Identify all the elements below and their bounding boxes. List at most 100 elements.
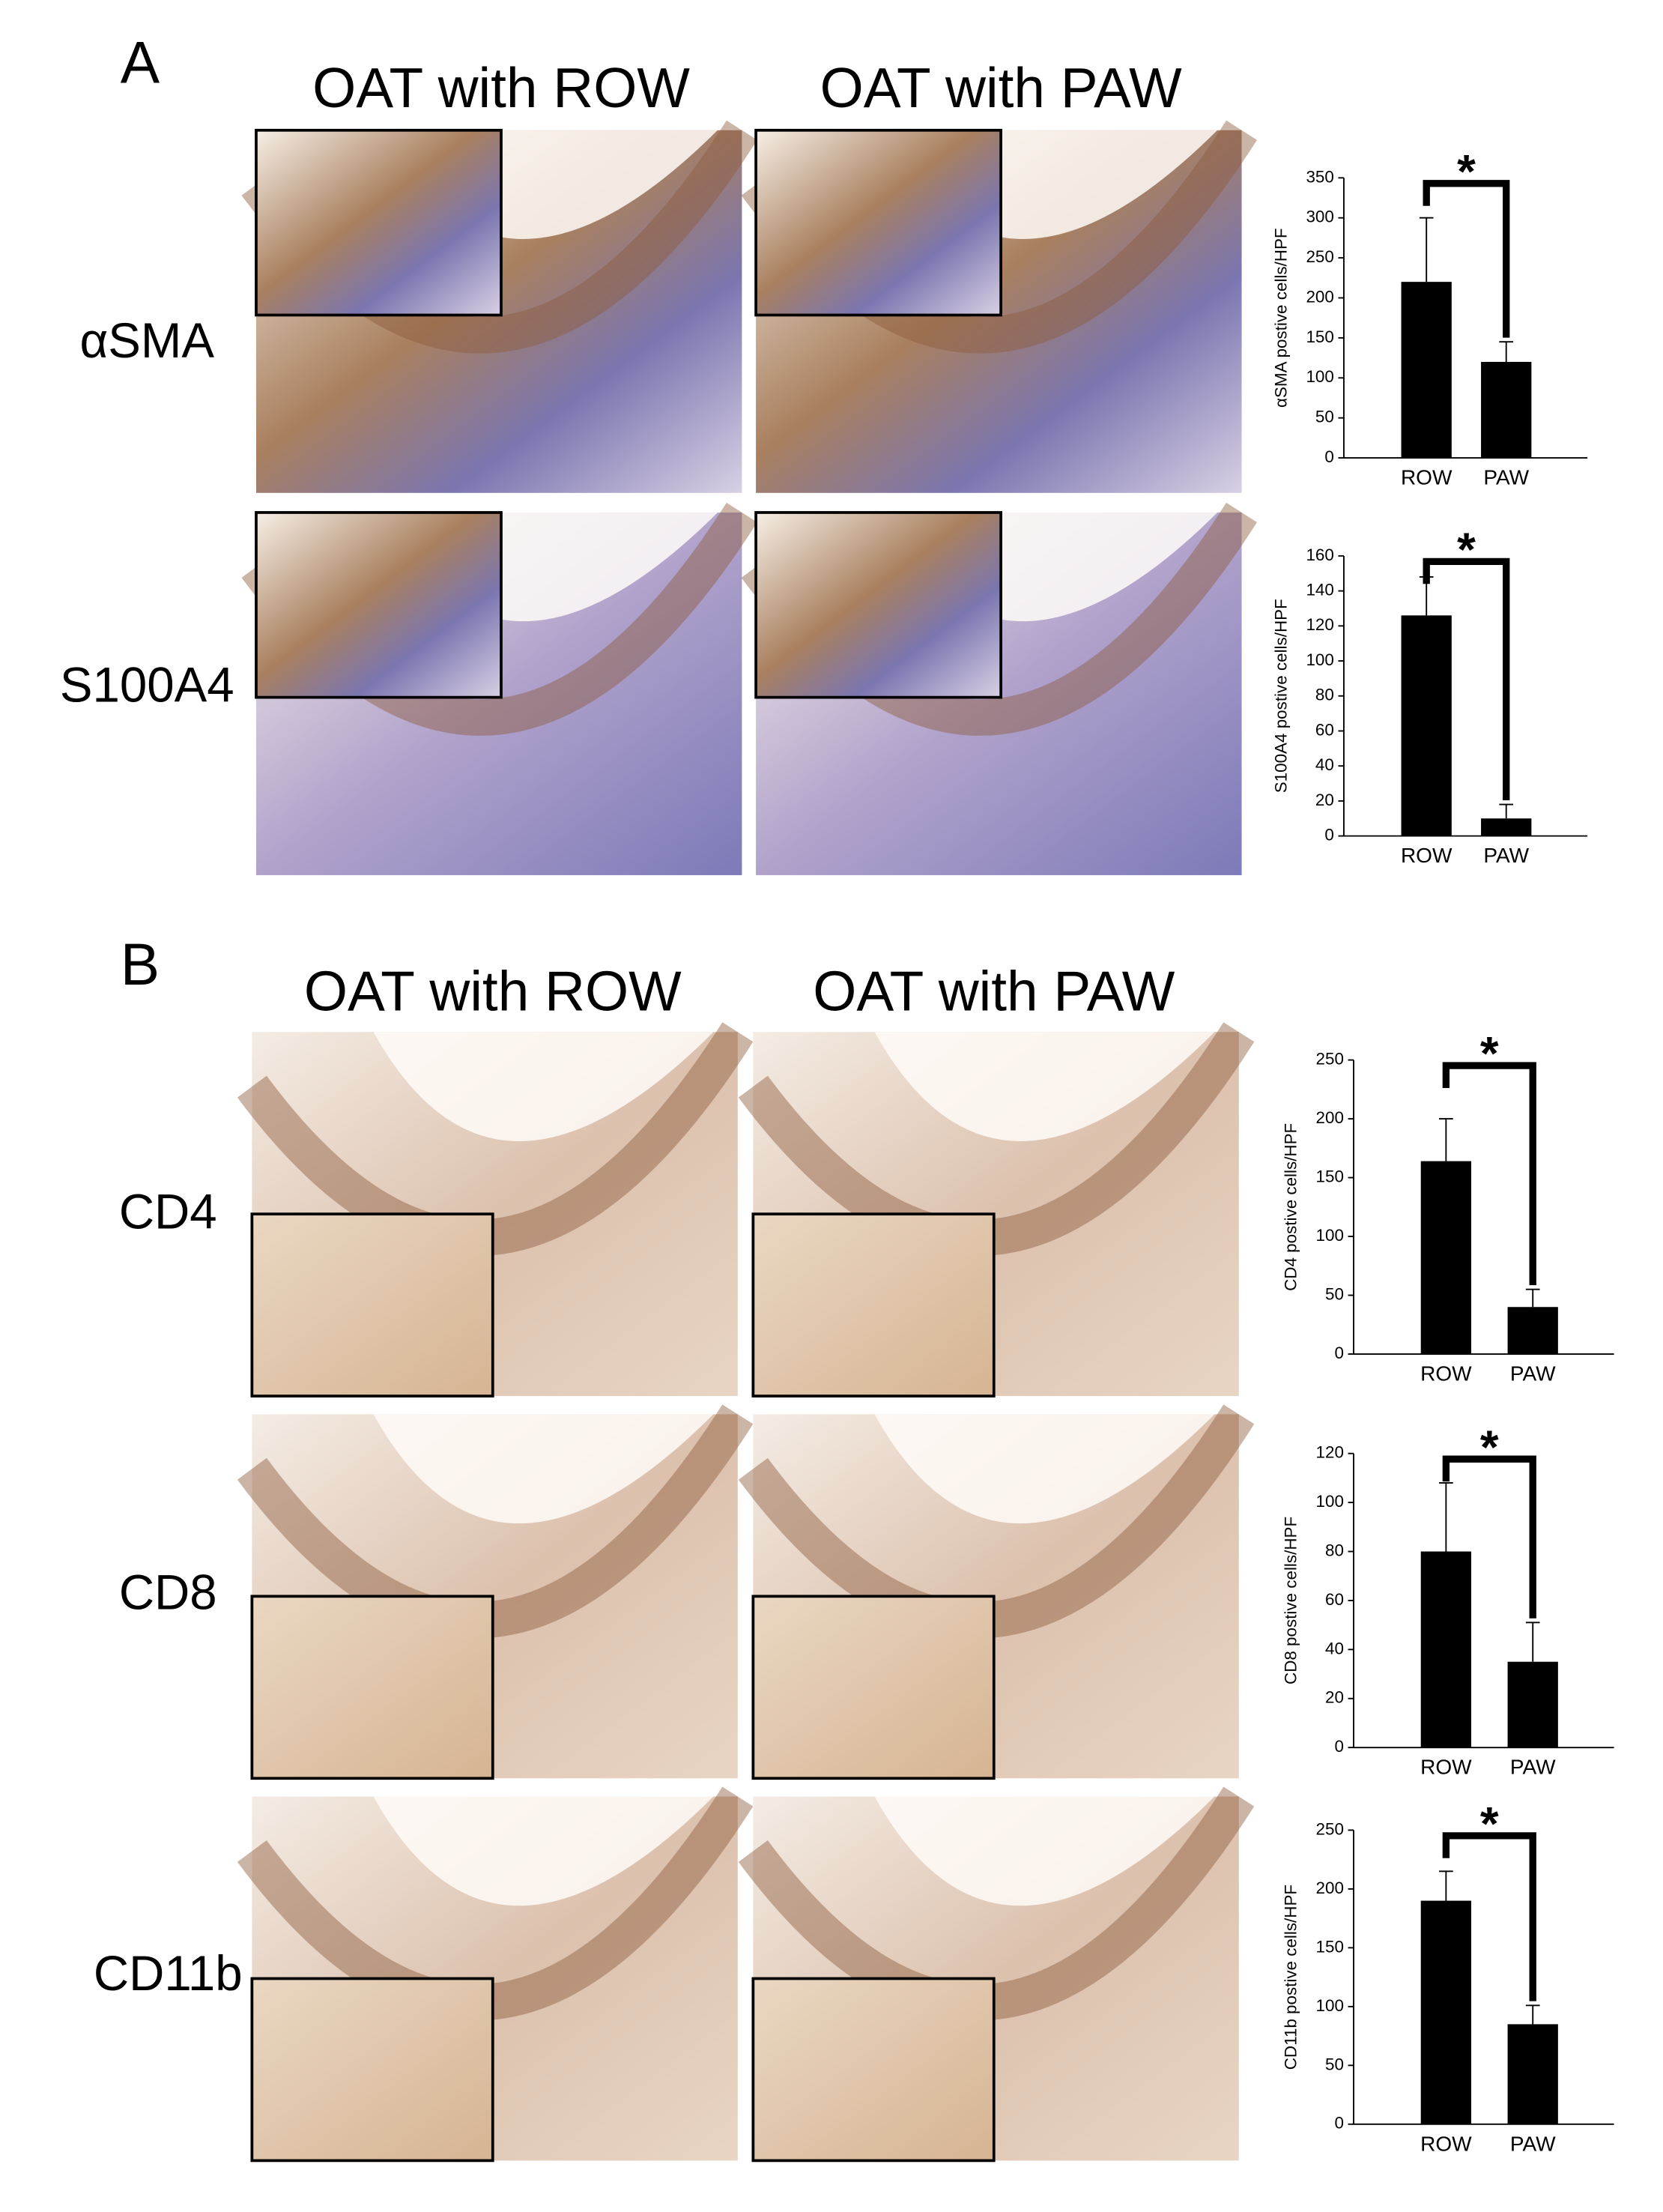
bar	[1507, 1307, 1558, 1355]
panel-label: B	[121, 931, 160, 997]
bar	[1481, 818, 1532, 836]
column-header: OAT with PAW	[820, 56, 1183, 119]
row-label: CD4	[119, 1184, 217, 1239]
bar	[1507, 2024, 1558, 2124]
x-tick-label: ROW	[1420, 1756, 1472, 1779]
bar	[1420, 1900, 1471, 2124]
y-tick-label: 200	[1316, 1879, 1344, 1897]
y-axis-label: CD11b postive cells/HPF	[1282, 1885, 1300, 2070]
y-tick-label: 60	[1325, 1590, 1344, 1609]
y-tick-label: 160	[1306, 546, 1333, 564]
row-label: S100A4	[60, 658, 234, 713]
y-tick-label: 40	[1315, 755, 1334, 774]
bar	[1481, 361, 1532, 459]
y-tick-label: 150	[1316, 1937, 1344, 1956]
significance-bracket	[1442, 1832, 1536, 2001]
y-tick-label: 0	[1324, 447, 1333, 466]
y-tick-label: 250	[1316, 1819, 1344, 1838]
vessel-lumen	[373, 1796, 714, 1906]
significance-star: *	[1480, 1797, 1499, 1850]
y-tick-label: 120	[1316, 1443, 1344, 1462]
vessel-lumen	[874, 1032, 1215, 1141]
column-header: OAT with PAW	[813, 959, 1175, 1022]
y-tick-label: 250	[1316, 1050, 1344, 1069]
significance-bracket	[1423, 180, 1510, 338]
bar	[1507, 1661, 1558, 1748]
row-label: CD8	[119, 1565, 217, 1620]
significance-star: *	[1480, 1421, 1499, 1474]
x-tick-label: PAW	[1510, 1756, 1556, 1779]
x-tick-label: PAW	[1483, 466, 1529, 489]
y-axis-label: CD8 postive cells/HPF	[1282, 1517, 1300, 1684]
y-tick-label: 100	[1316, 1492, 1344, 1511]
y-tick-label: 150	[1306, 327, 1333, 346]
inset	[250, 1977, 494, 2163]
inset	[754, 511, 1002, 699]
y-axis-label: αSMA postive cells/HPF	[1272, 228, 1291, 408]
x-tick-label: PAW	[1510, 1362, 1556, 1385]
y-tick-label: 20	[1325, 1688, 1344, 1707]
bar	[1420, 1551, 1471, 1748]
y-axis-label: CD4 postive cells/HPF	[1282, 1123, 1300, 1291]
vessel-lumen	[874, 1796, 1215, 1906]
inset	[754, 128, 1002, 317]
y-tick-label: 50	[1325, 1284, 1344, 1303]
vessel-wall	[738, 1404, 1255, 1639]
y-tick-label: 200	[1306, 287, 1333, 306]
inset	[255, 128, 503, 317]
x-tick-label: ROW	[1401, 844, 1453, 867]
y-tick-label: 200	[1316, 1108, 1344, 1127]
x-tick-label: PAW	[1510, 2132, 1556, 2155]
x-tick-label: PAW	[1483, 844, 1529, 867]
y-tick-label: 120	[1306, 615, 1333, 634]
bar	[1420, 1161, 1471, 1355]
y-tick-label: 100	[1316, 1226, 1344, 1245]
inset	[751, 1595, 996, 1780]
y-tick-label: 140	[1306, 581, 1333, 599]
y-axis-label: S100A4 postive cells/HPF	[1272, 599, 1291, 793]
y-tick-label: 0	[1324, 826, 1333, 844]
panel-label: A	[121, 29, 160, 95]
significance-bracket	[1423, 557, 1510, 800]
y-tick-label: 20	[1315, 791, 1334, 809]
y-tick-label: 100	[1316, 1996, 1344, 2015]
x-tick-label: ROW	[1420, 2132, 1472, 2155]
inset	[751, 1212, 996, 1397]
y-tick-label: 300	[1306, 208, 1333, 226]
bar	[1401, 615, 1452, 836]
vessel-wall	[237, 1404, 754, 1639]
significance-star: *	[1480, 1027, 1499, 1081]
y-tick-label: 150	[1316, 1167, 1344, 1186]
row-label: CD11b	[94, 1946, 243, 2001]
y-tick-label: 80	[1325, 1541, 1344, 1559]
column-header: OAT with ROW	[304, 959, 682, 1022]
bar	[1401, 282, 1452, 459]
x-tick-label: ROW	[1401, 466, 1453, 489]
y-tick-label: 50	[1325, 2055, 1344, 2073]
y-tick-label: 40	[1325, 1639, 1344, 1658]
significance-star: *	[1457, 145, 1476, 198]
vessel-lumen	[373, 1032, 714, 1141]
inset	[255, 511, 503, 699]
vessel-lumen	[373, 1414, 714, 1524]
vessel-wall	[237, 1022, 754, 1257]
x-tick-label: ROW	[1420, 1362, 1472, 1385]
y-tick-label: 250	[1306, 247, 1333, 266]
column-header: OAT with ROW	[312, 56, 690, 119]
vessel-wall	[738, 1022, 1255, 1257]
vessel-wall	[237, 1786, 754, 2021]
inset	[250, 1595, 494, 1780]
y-tick-label: 0	[1334, 2114, 1343, 2133]
y-tick-label: 60	[1315, 720, 1334, 739]
inset	[751, 1977, 996, 2163]
y-tick-label: 350	[1306, 167, 1333, 186]
y-tick-label: 100	[1306, 367, 1333, 386]
row-label: αSMA	[79, 313, 214, 368]
vessel-lumen	[874, 1414, 1215, 1524]
vessel-wall	[738, 1786, 1255, 2021]
significance-star: *	[1457, 523, 1476, 576]
y-tick-label: 0	[1334, 1737, 1343, 1756]
inset	[250, 1212, 494, 1397]
significance-bracket	[1442, 1062, 1536, 1286]
